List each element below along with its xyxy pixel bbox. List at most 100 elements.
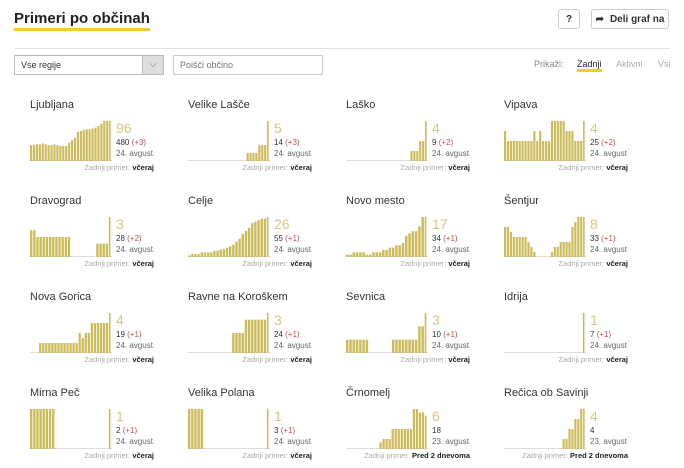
sparkline-bar: [235, 333, 238, 353]
sparkline-bar: [424, 415, 427, 449]
municipality-card[interactable]: Novo mesto 17 34 (+1) 24. avgust Zadnji …: [332, 184, 482, 276]
sparkline-bar: [365, 339, 369, 353]
sparkline-bar: [580, 141, 583, 161]
sparkline-bar: [577, 141, 580, 161]
municipality-card[interactable]: Velike Lašče 5 14 (+3) 24. avgust Zadnji…: [174, 88, 324, 180]
total-count: 55 (+1): [274, 234, 300, 243]
sparkline-chart: [188, 313, 270, 353]
sparkline-bar: [73, 137, 77, 161]
sparkline-bar: [559, 121, 562, 161]
total-count: 4: [590, 426, 594, 435]
total-count: 9 (+2): [432, 138, 453, 147]
sparkline-bar: [51, 343, 54, 353]
sparkline-bar: [60, 343, 63, 353]
sparkline-bar: [42, 237, 45, 257]
sparkline-bar: [91, 128, 94, 161]
municipality-card[interactable]: Rečica ob Savinji 4 4 23. avgust Zadnji …: [490, 376, 640, 468]
sparkline-bar: [108, 217, 111, 257]
municipality-search-input[interactable]: [173, 55, 323, 75]
sparkline-bar: [59, 146, 62, 161]
sparkline-bar: [416, 151, 419, 161]
option-zadnji[interactable]: Zadnji: [577, 59, 602, 72]
sparkline-bar: [246, 153, 249, 161]
municipality-card[interactable]: Idrija 1 7 (+1) 24. avgust Zadnji primer…: [490, 280, 640, 372]
sparkline-bar: [78, 333, 81, 353]
municipality-card[interactable]: Ljubljana 96 480 (+3) 24. avgust Zadnji …: [16, 88, 166, 180]
sparkline-bar: [518, 237, 521, 257]
municipality-card[interactable]: Velika Polana 1 3 (+1) 24. avgust Zadnji…: [174, 376, 324, 468]
increase-value: (+1): [443, 330, 458, 339]
sparkline-bar: [372, 252, 375, 257]
sparkline-bar: [545, 141, 548, 161]
sparkline-bar: [400, 429, 403, 449]
total-count: 33 (+1): [590, 234, 616, 243]
total-value: 33: [590, 234, 599, 243]
last-case: Zadnji primer: včeraj: [558, 163, 628, 172]
active-count: 3: [274, 312, 282, 328]
date: 24. avgust: [274, 437, 311, 446]
sparkline-bar: [359, 339, 362, 353]
last-case-label: Zadnji primer:: [522, 451, 568, 460]
sparkline-bar: [75, 343, 78, 353]
municipality-card[interactable]: Laško 4 9 (+2) 24. avgust Zadnji primer:…: [332, 88, 482, 180]
sparkline-bar: [515, 141, 518, 161]
sparkline-bar: [232, 333, 235, 353]
sparkline-bar: [33, 409, 36, 449]
sparkline-bar: [527, 242, 530, 257]
option-aktivni[interactable]: Aktivni: [616, 59, 643, 69]
sparkline-bar: [530, 141, 533, 161]
sparkline-bar: [90, 323, 93, 353]
increase-value: (+1): [596, 330, 612, 339]
municipality-card[interactable]: Celje 26 55 (+1) 24. avgust Zadnji prime…: [174, 184, 324, 276]
active-count: 3: [116, 216, 124, 232]
sparkline-bar: [512, 237, 515, 257]
sparkline-bar: [87, 333, 90, 353]
share-button[interactable]: ➦ Deli graf na: [591, 9, 669, 29]
sparkline-bar: [382, 249, 385, 257]
sparkline-bar: [45, 237, 49, 257]
municipality-name: Ravne na Koroškem: [188, 291, 288, 303]
municipality-name: Idrija: [504, 291, 528, 303]
municipality-card[interactable]: Šentjur 8 33 (+1) 24. avgust Zadnji prim…: [490, 184, 640, 276]
municipality-card[interactable]: Črnomelj 6 18 23. avgust Zadnji primer: …: [332, 376, 482, 468]
municipality-card[interactable]: Mirna Peč 1 2 (+1) 24. avgust Zadnji pri…: [16, 376, 166, 468]
share-icon: ➦: [595, 13, 604, 25]
municipality-card[interactable]: Ravne na Koroškem 3 24 (+1) 24. avgust Z…: [174, 280, 324, 372]
total-value: 9: [432, 138, 437, 147]
last-case-value: včeraj: [448, 163, 470, 172]
sparkline-bar: [553, 247, 556, 257]
sparkline-bar: [352, 252, 356, 257]
active-count: 1: [274, 408, 282, 424]
sparkline-bar: [206, 252, 210, 257]
sparkline-bar: [71, 140, 74, 161]
total-value: 14: [274, 138, 283, 147]
sparkline-bar: [533, 252, 536, 257]
sparkline-bar: [108, 313, 111, 353]
sparkline-bar: [391, 247, 395, 257]
sparkline-bar: [257, 220, 260, 257]
sparkline-bar: [69, 343, 72, 353]
municipality-card[interactable]: Nova Gorica 4 19 (+1) 24. avgust Zadnji …: [16, 280, 166, 372]
sparkline-bar: [419, 141, 422, 161]
sparkline-bar: [414, 339, 418, 353]
sparkline-bar: [241, 233, 244, 257]
sparkline-bar: [398, 339, 401, 353]
region-select-value: Vse regije: [21, 60, 62, 70]
municipality-name: Sevnica: [346, 291, 386, 303]
municipality-name: Celje: [188, 195, 214, 207]
option-vsi[interactable]: Vsi: [658, 59, 671, 69]
sparkline-bar: [103, 121, 106, 161]
region-select[interactable]: Vse regije ⌵: [14, 55, 164, 75]
municipality-card[interactable]: Sevnica 3 10 (+1) 24. avgust Zadnji prim…: [332, 280, 482, 372]
sparkline-bar: [577, 217, 580, 257]
municipality-card[interactable]: Dravograd 3 28 (+2) 24. avgust Zadnji pr…: [16, 184, 166, 276]
sparkline-bar: [509, 141, 512, 161]
total-count: 24 (+1): [274, 330, 300, 339]
total-count: 480 (+3): [116, 138, 146, 147]
total-value: 2: [116, 426, 121, 435]
sparkline-bar: [571, 429, 574, 449]
municipality-card[interactable]: Vipava 4 25 (+2) 24. avgust Zadnji prime…: [490, 88, 640, 180]
active-count: 4: [432, 120, 440, 136]
help-button[interactable]: ?: [558, 9, 580, 29]
date: 24. avgust: [432, 245, 469, 254]
